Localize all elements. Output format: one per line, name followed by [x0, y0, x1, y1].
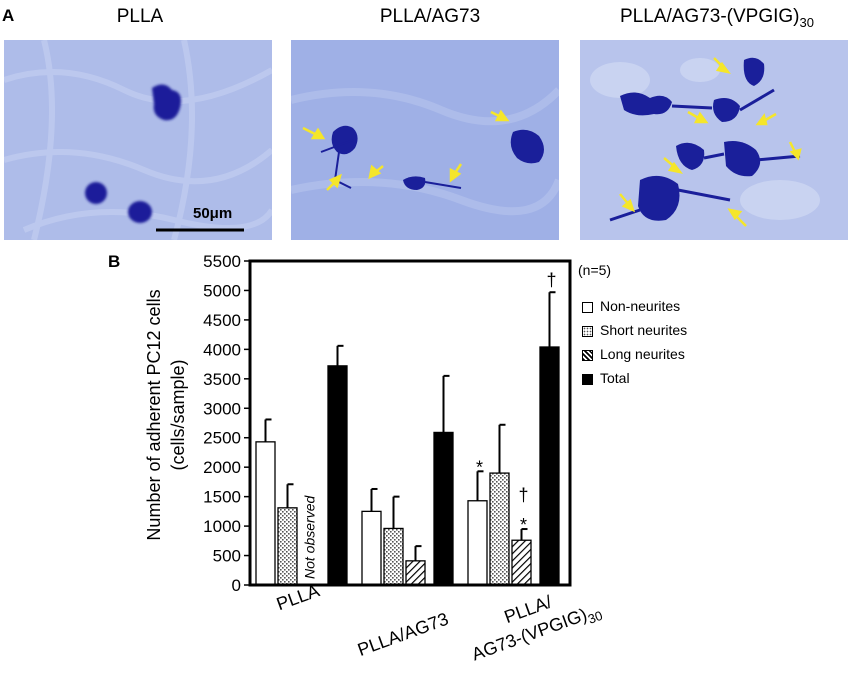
bar-total: [327, 365, 348, 586]
x-category-label-line1: PLLA/AG73: [355, 609, 451, 660]
legend-label: Long neurites: [600, 346, 685, 362]
y-tick-label: 4500: [203, 311, 241, 330]
image-title-plla-ag73: PLLA/AG73: [379, 6, 481, 27]
y-tick-label: 5000: [203, 281, 241, 300]
annotation-not-observed: Not observed: [302, 495, 318, 579]
x-category-label: PLLA/AG73: [355, 609, 451, 660]
y-axis-label-line1: Number of adherent PC12 cells: [144, 289, 164, 540]
image-title-subscript: 30: [799, 14, 814, 30]
annotation-significance: *: [520, 515, 527, 535]
legend-swatch-black: [582, 374, 593, 385]
image-title-main: PLLA/AG73-(VPGIG): [620, 6, 800, 27]
x-category-label: PLLA/AG73-(VPGIG)30: [469, 592, 605, 669]
y-axis-label-line2: (cells/sample): [168, 359, 188, 470]
x-category-label-subscript: 30: [586, 608, 605, 627]
micrograph-plla-ag73: [291, 40, 559, 240]
y-tick-label: 1000: [203, 517, 241, 536]
y-tick-label: 2500: [203, 429, 241, 448]
y-tick-label: 2000: [203, 458, 241, 477]
bar-non-neurites: [255, 441, 276, 586]
bar-total: [539, 346, 560, 586]
bar-short-neurites: [489, 472, 510, 586]
bar-long-neurites: [511, 539, 532, 586]
legend-label: Non-neurites: [600, 298, 681, 314]
legend-swatch-dots: [582, 326, 593, 337]
y-tick-label: 1500: [203, 488, 241, 507]
legend-label: Short neurites: [600, 322, 688, 338]
legend-swatch-white: [582, 302, 593, 313]
y-tick-label: 4000: [203, 340, 241, 359]
y-tick-label: 0: [232, 576, 241, 595]
cell-body: [152, 84, 181, 121]
image-title-plla: PLLA: [116, 6, 164, 27]
y-tick-label: 3000: [203, 399, 241, 418]
y-tick-label: 500: [213, 547, 241, 566]
bar-short-neurites: [277, 507, 298, 586]
image-title-plla-ag73-vpgig: PLLA/AG73-(VPGIG)30: [577, 6, 850, 30]
bar-non-neurites: [361, 510, 382, 586]
annotation-significance: †: [518, 485, 528, 505]
annotation-significance: *: [476, 457, 483, 477]
legend-swatch-hatch: [582, 350, 593, 361]
plot-frame: [248, 259, 572, 587]
bar-total: [433, 431, 454, 586]
bar-chart: Number of adherent PC12 cells (cells/sam…: [144, 252, 605, 669]
y-tick-label: 5500: [203, 252, 241, 271]
y-tick-label: 3500: [203, 370, 241, 389]
micrograph-plla: [4, 40, 272, 240]
bar-long-neurites: [405, 560, 426, 586]
sample-size-label: (n=5): [578, 262, 612, 278]
bar-short-neurites: [383, 527, 404, 586]
annotation-significance: †: [546, 270, 556, 290]
micrograph-plla-ag73-vpgig: [580, 40, 848, 240]
panel-a-label: A: [2, 6, 15, 25]
scale-bar-label: 50μm: [193, 205, 233, 222]
panel-b-label: B: [108, 252, 121, 271]
bar-non-neurites: [467, 500, 488, 586]
legend-label: Total: [600, 370, 630, 386]
